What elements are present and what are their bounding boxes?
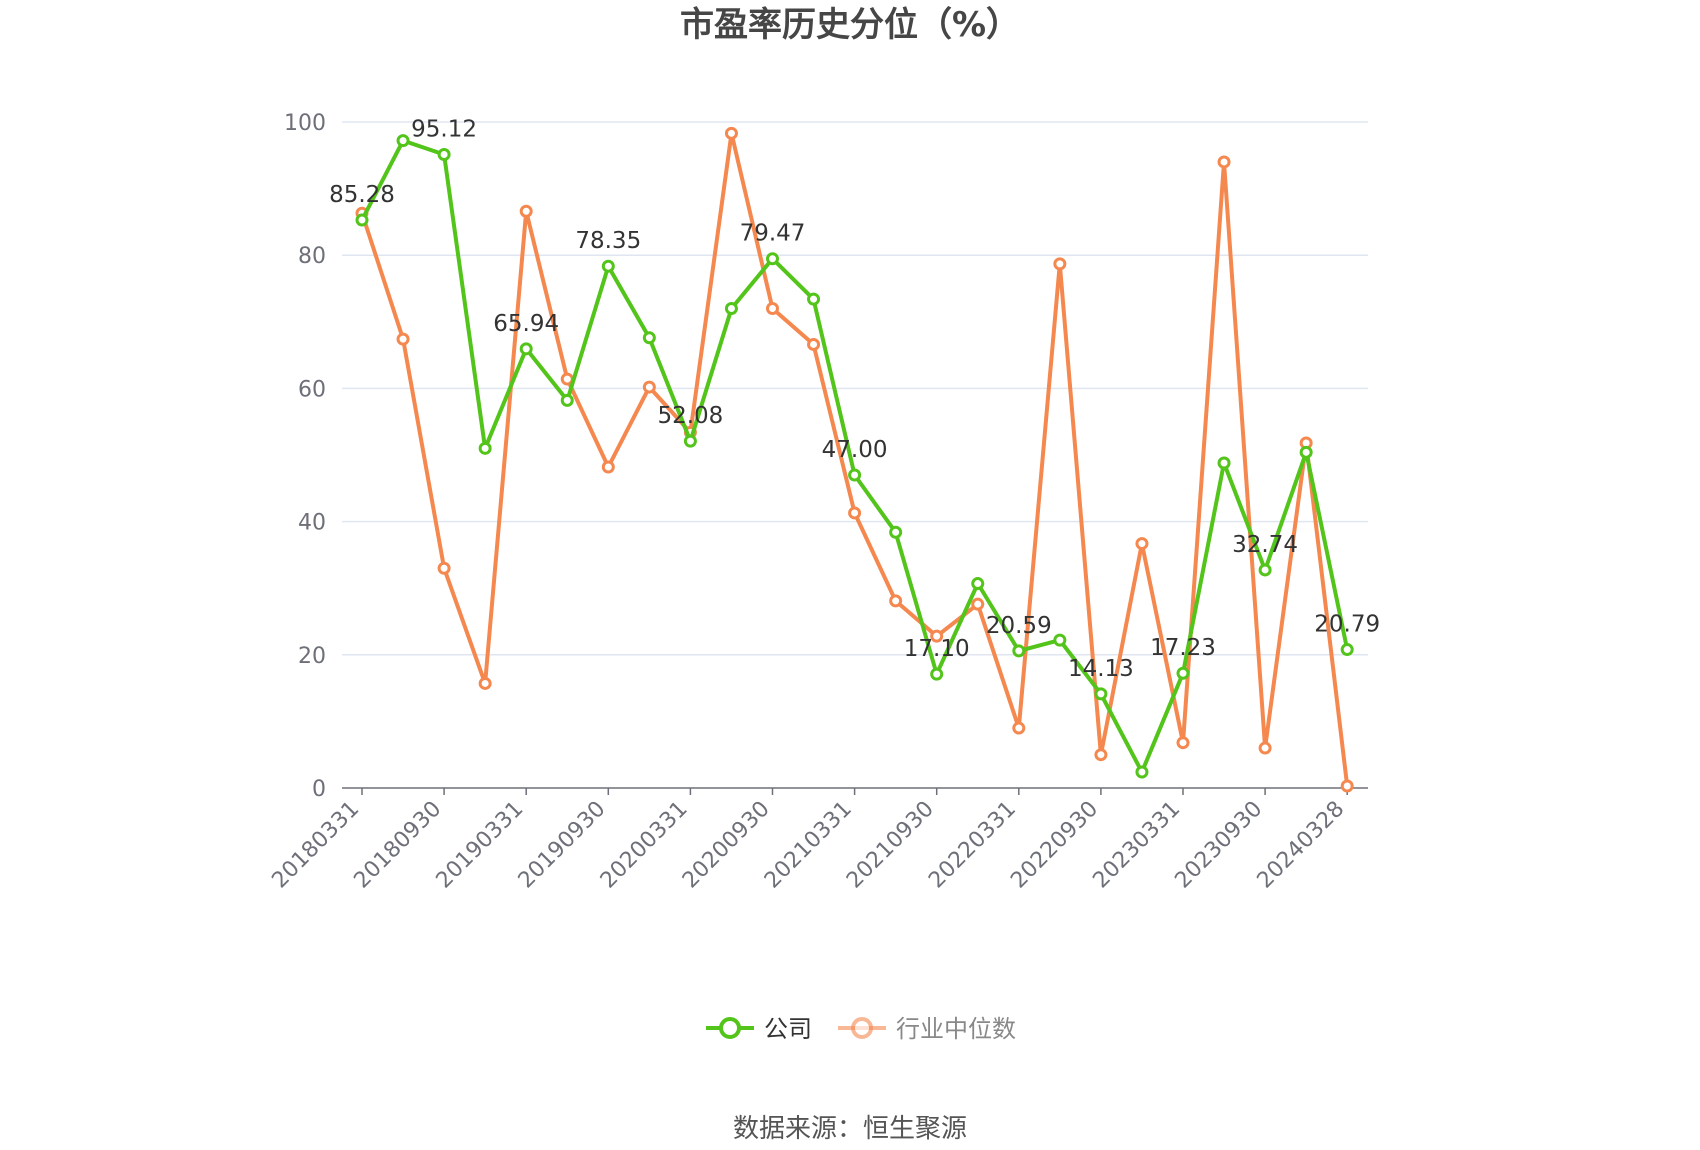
industry-data-point [1258, 741, 1272, 755]
x-tick-label: 20200331 [596, 797, 693, 894]
data-source-note: 数据来源：恒生聚源 [733, 1114, 967, 1144]
legend-item-industry[interactable]: 行业中位数 [838, 1015, 1016, 1043]
industry-data-point [930, 629, 944, 643]
company-data-point [560, 393, 574, 407]
x-tick-label: 20180331 [267, 797, 364, 894]
company-data-point [478, 441, 492, 455]
company-data-point [1340, 643, 1354, 657]
company-data-point [437, 148, 451, 162]
company-data-point [889, 525, 903, 539]
company-data-point [642, 331, 656, 345]
industry-data-point [601, 460, 615, 474]
x-tick-label: 20220331 [924, 797, 1021, 894]
y-tick-label: 40 [298, 511, 326, 536]
company-data-point [683, 434, 697, 448]
company-data-label: 52.08 [657, 403, 723, 429]
company-data-point [396, 134, 410, 148]
company-data-label: 65.94 [493, 311, 559, 337]
industry-data-point [519, 204, 533, 218]
industry-data-point [642, 380, 656, 394]
legend-item-company[interactable]: 公司 [706, 1015, 812, 1043]
industry-data-point [807, 337, 821, 351]
x-tick-label: 20180930 [349, 797, 446, 894]
y-tick-label: 0 [312, 777, 326, 802]
company-data-label: 78.35 [575, 228, 641, 254]
series-layer [355, 126, 1354, 793]
chart-title: 市盈率历史分位（%） [680, 5, 1020, 45]
company-data-point [1176, 666, 1190, 680]
industry-data-point [1094, 748, 1108, 762]
industry-data-point [1217, 155, 1231, 169]
company-data-point [1012, 644, 1026, 658]
industry-data-point [1053, 257, 1067, 271]
x-tick-label: 20230331 [1088, 797, 1185, 894]
y-tick-label: 20 [298, 644, 326, 669]
x-tick-label: 20210930 [842, 797, 939, 894]
legend-industry-label: 行业中位数 [896, 1015, 1016, 1043]
industry-data-point [1340, 779, 1354, 793]
industry-data-point [848, 506, 862, 520]
company-data-label: 79.47 [740, 221, 806, 247]
company-data-point [971, 577, 985, 591]
company-data-label: 95.12 [411, 117, 477, 143]
x-tick-label: 20210331 [760, 797, 857, 894]
company-data-point [724, 301, 738, 315]
industry-data-point [1176, 736, 1190, 750]
company-data-point [1053, 633, 1067, 647]
company-data-label: 32.74 [1232, 532, 1298, 558]
company-data-point [1258, 563, 1272, 577]
company-data-point [766, 252, 779, 266]
y-tick-label: 100 [284, 111, 326, 136]
company-data-point [807, 292, 821, 306]
legend: 公司 行业中位数 [706, 1015, 1016, 1043]
industry-data-point [724, 126, 738, 140]
x-tick-label: 20200930 [678, 797, 775, 894]
company-data-point [1094, 687, 1108, 701]
company-data-point [1135, 765, 1149, 779]
company-data-point [930, 667, 944, 681]
company-data-point [601, 259, 615, 273]
company-data-label: 17.23 [1150, 635, 1216, 661]
company-data-label: 85.28 [329, 182, 395, 208]
industry-data-point [478, 676, 492, 690]
company-data-point [848, 468, 862, 482]
x-tick-label: 20190930 [514, 797, 611, 894]
company-data-label: 14.13 [1068, 656, 1134, 682]
company-data-label: 20.79 [1314, 612, 1380, 638]
x-tick-label: 20230930 [1170, 797, 1267, 894]
industry-data-point [1135, 537, 1149, 551]
legend-industry-circle-icon [851, 1017, 873, 1039]
company-data-label: 47.00 [822, 437, 888, 463]
industry-data-point [971, 597, 985, 611]
industry-data-point [437, 561, 451, 575]
legend-company-circle-icon [719, 1017, 741, 1039]
company-data-label: 20.59 [986, 613, 1052, 639]
x-tick-label: 20220930 [1006, 797, 1103, 894]
industry-data-point [1012, 721, 1026, 735]
x-tick-label: 20240328 [1253, 797, 1350, 894]
data-label-layer: 85.28 95.12 65.94 78.35 52.08 79.47 47.00 17.10… [329, 117, 1380, 682]
industry-data-point [396, 332, 410, 346]
y-tick-label: 80 [298, 244, 326, 269]
industry-data-point [766, 301, 779, 315]
industry-data-point [889, 594, 903, 608]
company-data-point [355, 213, 369, 227]
x-tick-label: 20190331 [432, 797, 529, 894]
company-data-point [1217, 456, 1231, 470]
legend-company-label: 公司 [764, 1015, 812, 1043]
company-data-label: 17.10 [904, 636, 970, 662]
y-tick-label: 60 [298, 377, 326, 402]
company-data-point [1299, 445, 1313, 459]
company-data-point [519, 342, 533, 356]
